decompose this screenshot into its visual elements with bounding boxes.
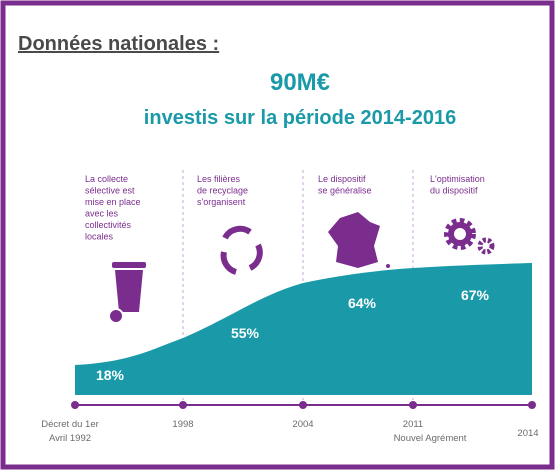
timeline-label: 2014 bbox=[517, 428, 538, 439]
step-share: 64% bbox=[348, 295, 377, 311]
amount: 90M€ bbox=[270, 69, 330, 96]
timeline-label: Nouvel Agrément bbox=[394, 433, 467, 444]
bin-icon bbox=[108, 262, 146, 324]
timeline-label: 1998 bbox=[172, 419, 193, 430]
timeline-label: Décret du 1er bbox=[41, 419, 99, 430]
step-text: se généralise bbox=[318, 186, 372, 196]
subtitle: investis sur la période 2014-2016 bbox=[144, 107, 456, 129]
step-text: mise en place bbox=[85, 197, 141, 207]
step-text: sélective est bbox=[85, 186, 135, 196]
step-text: de recyclage bbox=[197, 186, 248, 196]
timeline-dot bbox=[409, 401, 417, 409]
timeline-dot bbox=[179, 401, 187, 409]
france-icon bbox=[328, 212, 380, 268]
step-text: du dispositif bbox=[430, 186, 478, 196]
step-text: avec les bbox=[85, 209, 119, 219]
step-text: locales bbox=[85, 232, 114, 242]
step-text: La collecte bbox=[85, 174, 128, 184]
timeline-label: 2004 bbox=[292, 419, 313, 430]
timeline-dot bbox=[528, 401, 536, 409]
icons bbox=[108, 212, 495, 324]
gears-icon bbox=[444, 218, 495, 255]
timeline-label: 2011 bbox=[403, 419, 423, 430]
recycle-icon bbox=[220, 225, 263, 275]
timeline-dot bbox=[299, 401, 307, 409]
header-title: Données nationales : bbox=[18, 33, 219, 55]
step-share: 67% bbox=[461, 287, 490, 303]
step-text: Les filières bbox=[197, 174, 241, 184]
step-text: s'organisent bbox=[197, 197, 246, 207]
step-text: collectivités bbox=[85, 220, 132, 230]
timeline-label: Avril 1992 bbox=[49, 433, 91, 444]
step-text: L'optimisation bbox=[430, 174, 485, 184]
corsica bbox=[386, 264, 390, 268]
growth-area bbox=[75, 263, 532, 395]
timeline-dot bbox=[71, 401, 79, 409]
step-text: Le dispositif bbox=[318, 174, 366, 184]
step-share: 18% bbox=[96, 367, 125, 383]
step-share: 55% bbox=[231, 325, 260, 341]
